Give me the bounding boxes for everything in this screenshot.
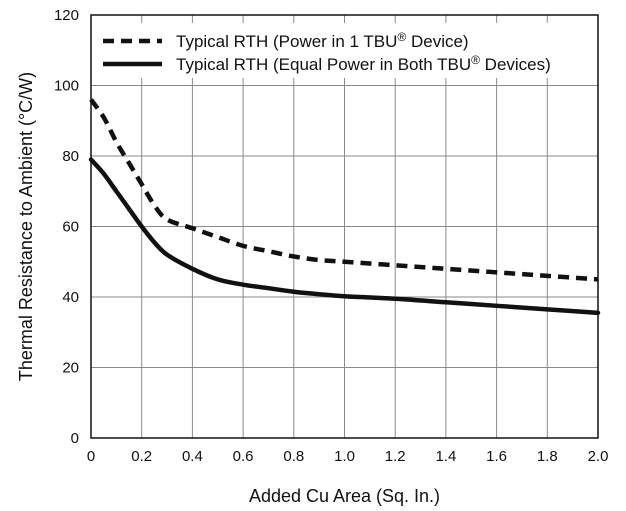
y-tick-label: 60 xyxy=(62,219,79,236)
legend-label-text: Typical RTH (Equal Power in Both TBU xyxy=(176,55,471,74)
legend: Typical RTH (Power in 1 TBU® Device)Typi… xyxy=(103,30,551,74)
y-tick-label: 20 xyxy=(62,360,79,377)
x-axis-label: Added Cu Area (Sq. In.) xyxy=(249,486,440,506)
x-tick-label: 0.2 xyxy=(131,448,152,465)
registered-mark: ® xyxy=(397,30,406,44)
x-tick-label: 2.0 xyxy=(588,448,609,465)
x-tick-label: 0.6 xyxy=(233,448,254,465)
plot-frame xyxy=(90,14,599,439)
x-tick-label: 1.4 xyxy=(435,448,456,465)
x-tick-label: 1.8 xyxy=(537,448,558,465)
legend-label-text: Typical RTH (Power in 1 TBU xyxy=(176,32,397,51)
y-tick-label: 120 xyxy=(54,7,79,24)
series-line-equal-power-both-devices xyxy=(88,157,601,316)
y-axis-label: Thermal Resistance to Ambient (°C/W) xyxy=(16,72,36,381)
x-tick-label: 0 xyxy=(87,448,95,465)
x-tick-labels: 0 0.2 0.4 0.6 0.8 1.0 1.2 1.4 1.6 1.8 2.0 xyxy=(87,448,609,465)
x-tick-label: 0.8 xyxy=(283,448,304,465)
y-tick-label: 40 xyxy=(62,289,79,306)
legend-label-suffix: Devices) xyxy=(480,55,551,74)
legend-box xyxy=(97,23,594,78)
series-lines xyxy=(88,98,601,316)
grid xyxy=(90,14,599,439)
y-tick-labels: 0 20 40 60 80 100 120 xyxy=(54,7,79,447)
x-tick-label: 0.4 xyxy=(182,448,203,465)
x-tick-label: 1.6 xyxy=(486,448,507,465)
legend-label-suffix: Device) xyxy=(406,32,468,51)
legend-background xyxy=(97,23,594,78)
x-tick-label: 1.0 xyxy=(334,448,355,465)
series-line-power-in-1-device xyxy=(89,98,599,282)
y-tick-label: 80 xyxy=(62,148,79,165)
x-tick-label: 1.2 xyxy=(385,448,406,465)
legend-label: Typical RTH (Power in 1 TBU® Device) xyxy=(176,30,469,51)
legend-label: Typical RTH (Equal Power in Both TBU® De… xyxy=(176,53,551,74)
y-tick-label: 0 xyxy=(71,430,79,447)
registered-mark: ® xyxy=(471,53,480,67)
y-tick-label: 100 xyxy=(54,78,79,95)
